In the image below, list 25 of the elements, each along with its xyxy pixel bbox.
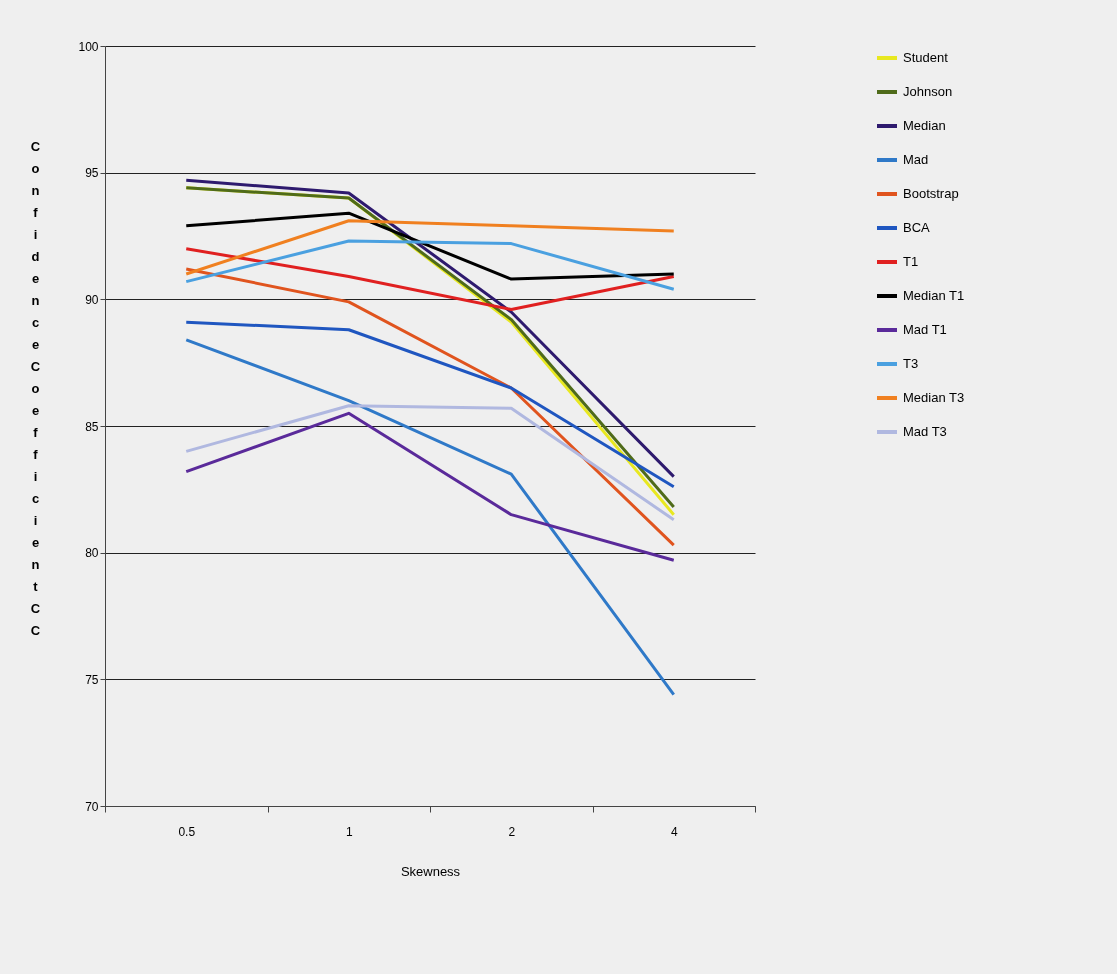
y-tick-label: 90 xyxy=(85,292,99,307)
legend-label: BCA xyxy=(903,220,931,235)
y-tick-label: 95 xyxy=(85,166,99,181)
legend-label: Mad T1 xyxy=(903,322,947,337)
y-tick-label: 85 xyxy=(85,419,99,434)
legend-label: Mad T3 xyxy=(903,424,947,439)
x-axis-title: Skewness xyxy=(400,863,461,879)
y-tick-label: 100 xyxy=(78,39,99,54)
legend-label: Mad xyxy=(903,152,929,167)
legend-label: Student xyxy=(903,50,949,65)
legend-label: Median T3 xyxy=(903,390,965,405)
legend-label: Johnson xyxy=(903,84,953,99)
legend-label: Median T1 xyxy=(903,288,965,303)
legend-label: Median xyxy=(903,118,946,133)
x-tick-label: 0.5 xyxy=(178,824,196,839)
x-tick-label: 2 xyxy=(508,824,516,839)
legend-label: T3 xyxy=(903,356,919,371)
legend-label: Bootstrap xyxy=(903,186,959,201)
text: Confidence Coefficient CC xyxy=(30,138,41,638)
y-tick-label: 70 xyxy=(85,799,99,814)
x-tick-label: 4 xyxy=(670,824,678,839)
legend-label: T1 xyxy=(903,254,919,269)
y-tick-label: 75 xyxy=(85,672,99,687)
x-tick-label: 1 xyxy=(345,824,353,839)
y-tick-label: 80 xyxy=(85,546,99,561)
